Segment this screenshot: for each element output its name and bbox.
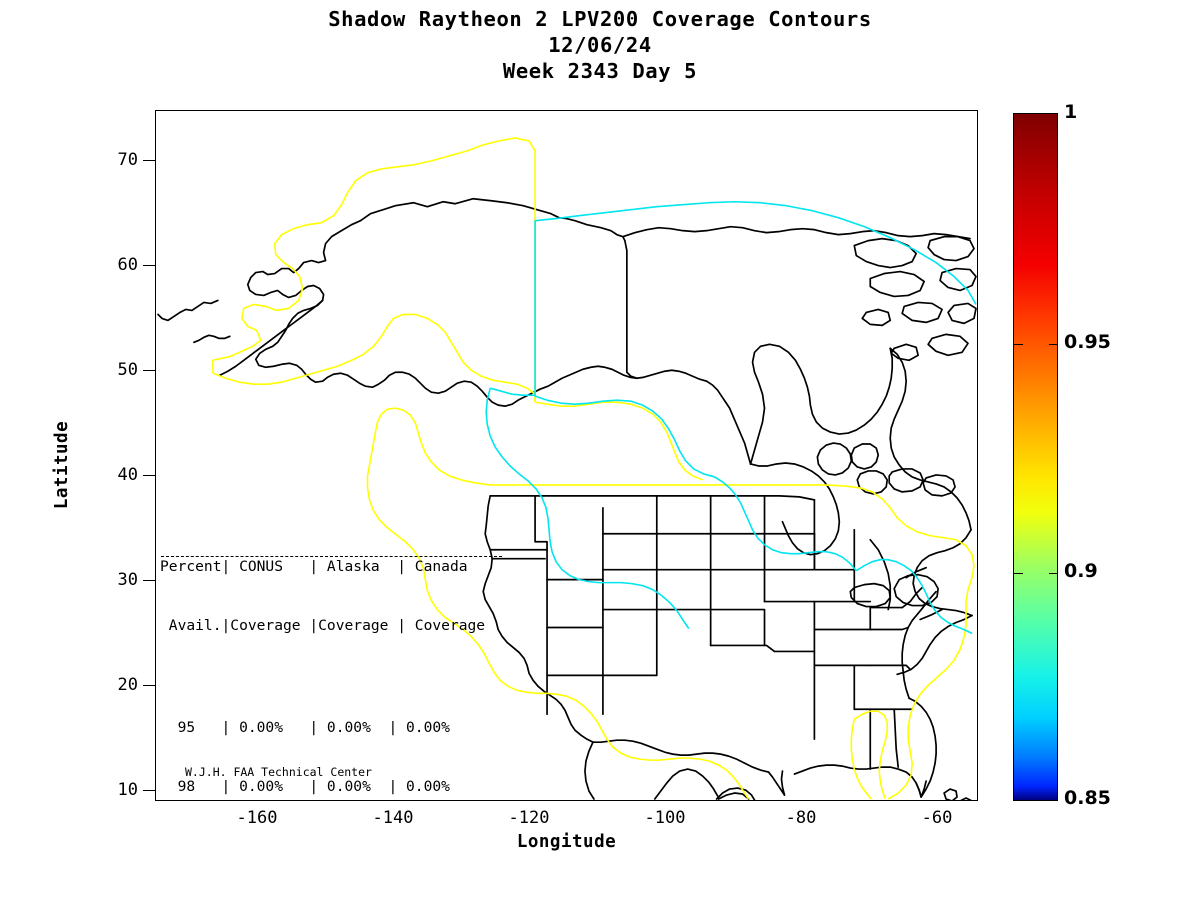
- title-line-3: Week 2343 Day 5: [502, 59, 698, 83]
- y-tick-50: [143, 370, 155, 371]
- colorbar-tick-09-right: [1049, 573, 1058, 574]
- y-tick-20: [143, 685, 155, 686]
- north-america-map: [157, 137, 977, 800]
- x-tick-label-m160: -160: [236, 808, 278, 828]
- x-tick-label-m120: -120: [508, 808, 550, 828]
- colorbar-label-095: 0.95: [1064, 331, 1111, 353]
- colorbar-tick-095-left: [1014, 344, 1023, 345]
- y-tick-label-70: 70: [117, 150, 138, 170]
- y-tick-70: [143, 160, 155, 161]
- colorbar-label-1: 1: [1064, 101, 1078, 123]
- title-line-2: 12/06/24: [548, 33, 652, 57]
- credit-line-1: W.J.H. FAA Technical Center: [185, 765, 372, 779]
- coverage-stats-table: Percent| CONUS | Alaska | Canada Avail.|…: [160, 518, 486, 800]
- y-tick-label-30: 30: [117, 570, 138, 590]
- colorbar-gradient: [1014, 114, 1057, 800]
- y-axis-label: Latitude: [52, 420, 72, 510]
- y-tick-label-20: 20: [117, 675, 138, 695]
- coastlines-layer: [157, 197, 977, 800]
- stats-table-rule: [161, 556, 502, 557]
- x-tick-label-m140: -140: [372, 808, 414, 828]
- y-tick-label-60: 60: [117, 255, 138, 275]
- x-axis-label: Longitude: [516, 832, 617, 852]
- title-line-1: Shadow Raytheon 2 LPV200 Coverage Contou…: [328, 7, 872, 31]
- stats-header-2: Avail.|Coverage |Coverage | Coverage: [160, 616, 486, 634]
- x-tick-label-m100: -100: [644, 808, 686, 828]
- plot-title: Shadow Raytheon 2 LPV200 Coverage Contou…: [0, 6, 1200, 84]
- credit-text: W.J.H. FAA Technical Center WAAS Test Te…: [185, 737, 372, 800]
- y-tick-60: [143, 265, 155, 266]
- availability-colorbar: [1013, 113, 1058, 801]
- y-tick-label-40: 40: [117, 465, 138, 485]
- y-tick-label-50: 50: [117, 360, 138, 380]
- colorbar-tick-095-right: [1049, 344, 1058, 345]
- colorbar-label-09: 0.9: [1064, 560, 1098, 582]
- colorbar-tick-09-left: [1014, 573, 1023, 574]
- y-tick-40: [143, 475, 155, 476]
- y-tick-label-10: 10: [117, 780, 138, 800]
- stats-header-1: Percent| CONUS | Alaska | Canada: [160, 558, 468, 575]
- us-state-boundaries: [482, 495, 943, 798]
- map-plot-area: Percent| CONUS | Alaska | Canada Avail.|…: [155, 110, 978, 801]
- conus-service-volume-boundary: [212, 137, 975, 800]
- stats-row-95: 95 | 0.00% | 0.00% | 0.00%: [160, 719, 450, 736]
- x-tick-label-m80: -80: [785, 808, 817, 828]
- canada-service-volume-boundary: [485, 200, 977, 635]
- colorbar-label-085: 0.85: [1064, 787, 1111, 809]
- y-tick-30: [143, 580, 155, 581]
- stats-row-98: 98 | 0.00% | 0.00% | 0.00%: [160, 777, 450, 795]
- y-tick-10: [143, 790, 155, 791]
- x-tick-label-m60: -60: [921, 808, 953, 828]
